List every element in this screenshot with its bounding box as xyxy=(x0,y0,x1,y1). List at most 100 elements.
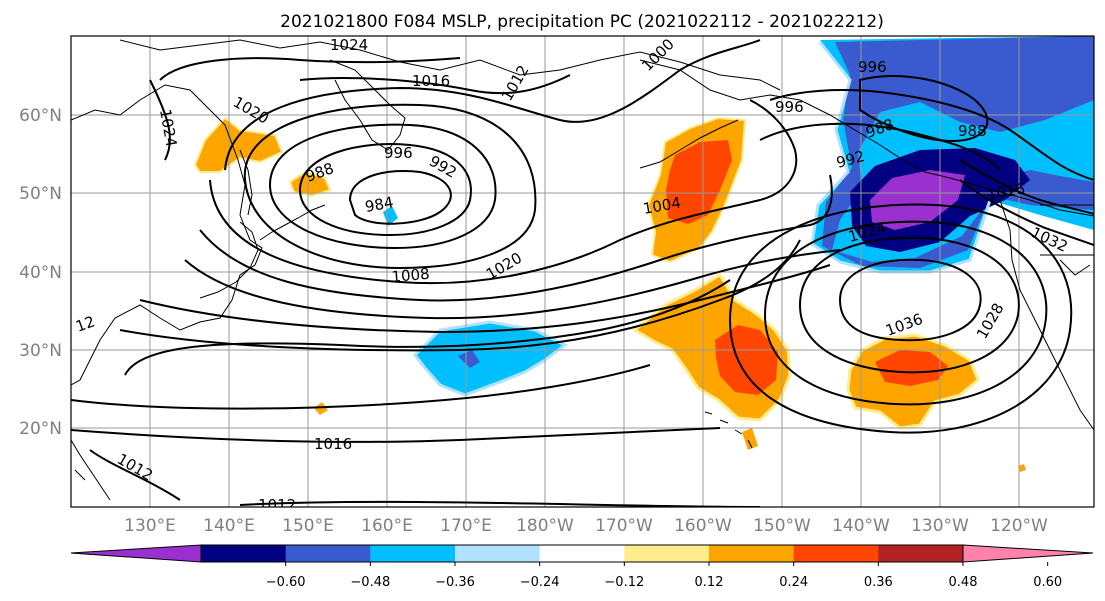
coastline-philippines xyxy=(71,439,111,501)
lon-label: 140°W xyxy=(832,516,890,536)
lat-label: 20°N xyxy=(19,419,62,439)
positive-precip-aleutian-core xyxy=(666,140,732,224)
positive-precip-dot-1 xyxy=(314,402,328,415)
isobar-1028 xyxy=(763,220,1048,406)
coastline-canada-border xyxy=(1040,204,1094,276)
isobar-label: 1008 xyxy=(391,265,431,286)
isobar-1016-mid xyxy=(139,264,831,334)
colorbar-tick-label: 0.24 xyxy=(779,575,808,590)
isobar-1008 xyxy=(199,174,833,302)
isobar-label: 1016 xyxy=(314,435,352,453)
isobar-1016-coast xyxy=(959,159,1094,215)
isobar-988 xyxy=(298,143,472,237)
isobar-1024-north xyxy=(149,79,171,161)
map-panel: 1024 1020 1024 1000 1016 1012 996 988 99… xyxy=(70,35,1095,514)
colorbar-tick-label: 0.48 xyxy=(949,575,978,590)
isobar-label: 984 xyxy=(364,193,395,216)
coastline-hawaii xyxy=(704,411,753,449)
isobar-1000 xyxy=(224,39,761,171)
coastline-siberia-north xyxy=(119,39,781,91)
coastline-aleutians xyxy=(639,119,739,169)
isobar-992-asia xyxy=(268,123,497,250)
coastline-na-west xyxy=(999,199,1094,431)
positive-precip-subtropical-core xyxy=(875,350,948,386)
isobar-1004 xyxy=(209,99,798,285)
positive-precip-okhotsk xyxy=(193,116,284,173)
positive-precip-dot-2 xyxy=(1018,464,1026,472)
colorbar-segment xyxy=(370,545,456,562)
lat-label: 50°N xyxy=(19,184,62,204)
isobar-1036 xyxy=(838,258,982,342)
isobar-label: 1024 xyxy=(330,36,368,54)
map-frame xyxy=(70,35,1095,508)
colorbar-segment xyxy=(201,545,287,562)
lon-label: 160°E xyxy=(361,516,413,536)
colorbar-segment xyxy=(878,545,964,562)
isobar-1012-south xyxy=(89,449,181,501)
longitude-labels: 130°E 140°E 150°E 160°E 170°E 180°W 170°… xyxy=(124,516,1048,536)
isobar-1020-coast xyxy=(959,179,1094,246)
lon-label: 170°E xyxy=(440,516,492,536)
isobar-1016-north xyxy=(299,74,571,95)
latitude-labels: 60°N 50°N 40°N 30°N 20°N xyxy=(19,106,62,439)
isobar-1016-south xyxy=(71,427,721,443)
isobar-label: 996 xyxy=(384,144,413,162)
lat-label: 40°N xyxy=(19,263,62,283)
positive-precip-hawaii-south xyxy=(742,428,758,450)
isobar-984 xyxy=(348,169,452,225)
lon-label: 170°W xyxy=(595,516,653,536)
coastline-alaska xyxy=(639,59,1094,217)
isobar-label: 996 xyxy=(775,98,804,116)
coastline-sakhalin xyxy=(239,149,253,216)
isobar-label: 996 xyxy=(858,58,887,76)
positive-precip-hawaii-core xyxy=(715,325,778,395)
colorbar-tick-label: 0.60 xyxy=(1033,575,1062,590)
isobar-996-asia xyxy=(243,103,537,270)
lon-label: 150°W xyxy=(753,516,811,536)
lon-label: 140°E xyxy=(203,516,255,536)
isobar-label: 988 xyxy=(958,122,987,140)
map-gridlines xyxy=(71,36,1094,507)
colorbar-segment xyxy=(285,545,371,562)
isobar-label: 1012 xyxy=(258,496,296,514)
coastline-kamchatka xyxy=(329,59,406,151)
coastline-asia xyxy=(71,84,263,386)
negative-precip-light-rim xyxy=(810,41,992,274)
isobar-1024-high xyxy=(728,203,1073,434)
lon-label: 130°E xyxy=(124,516,176,536)
isobar-1020-north xyxy=(159,57,461,81)
negative-precip-midpacific-core xyxy=(458,350,480,368)
lat-label: 60°N xyxy=(19,106,62,126)
coastlines xyxy=(71,39,1094,501)
colorbar-segments xyxy=(71,545,1093,562)
isobar-1032 xyxy=(798,236,1020,374)
isobar-992-goa xyxy=(759,122,1001,171)
lon-label: 120°W xyxy=(990,516,1048,536)
isobar-1012-mid xyxy=(184,249,841,320)
lon-label: 130°W xyxy=(911,516,969,536)
mslp-isobars xyxy=(71,39,1094,507)
colorbar-extend-max xyxy=(963,545,1093,562)
colorbar-tick-label: −0.12 xyxy=(604,575,644,590)
isobar-label: 12 xyxy=(73,312,97,335)
isobar-996-goa xyxy=(769,89,1094,181)
isobar-label: 1016 xyxy=(412,72,450,90)
colorbar-tick-label: −0.24 xyxy=(520,575,560,590)
colorbar-segment xyxy=(539,545,625,562)
colorbar: −0.60 −0.48 −0.36 −0.24 −0.12 0.12 0.24 0.36 0.4… xyxy=(70,544,1094,590)
colorbar-tick-label: 0.12 xyxy=(695,575,724,590)
lat-label: 30°N xyxy=(19,341,62,361)
colorbar-segment xyxy=(709,545,795,562)
isobar-1020-south xyxy=(71,364,651,410)
colorbar-tick-label: −0.60 xyxy=(266,575,306,590)
colorbar-tick-label: −0.48 xyxy=(350,575,390,590)
lon-label: 160°W xyxy=(674,516,732,536)
negative-precip-area-purple xyxy=(870,170,965,230)
lon-label: 150°E xyxy=(282,516,334,536)
colorbar-tick-label: −0.36 xyxy=(435,575,475,590)
colorbar-segment xyxy=(793,545,879,562)
colorbar-segment xyxy=(624,545,710,562)
colorbar-frame-right xyxy=(962,544,1094,563)
colorbar-extend-min xyxy=(71,545,201,562)
